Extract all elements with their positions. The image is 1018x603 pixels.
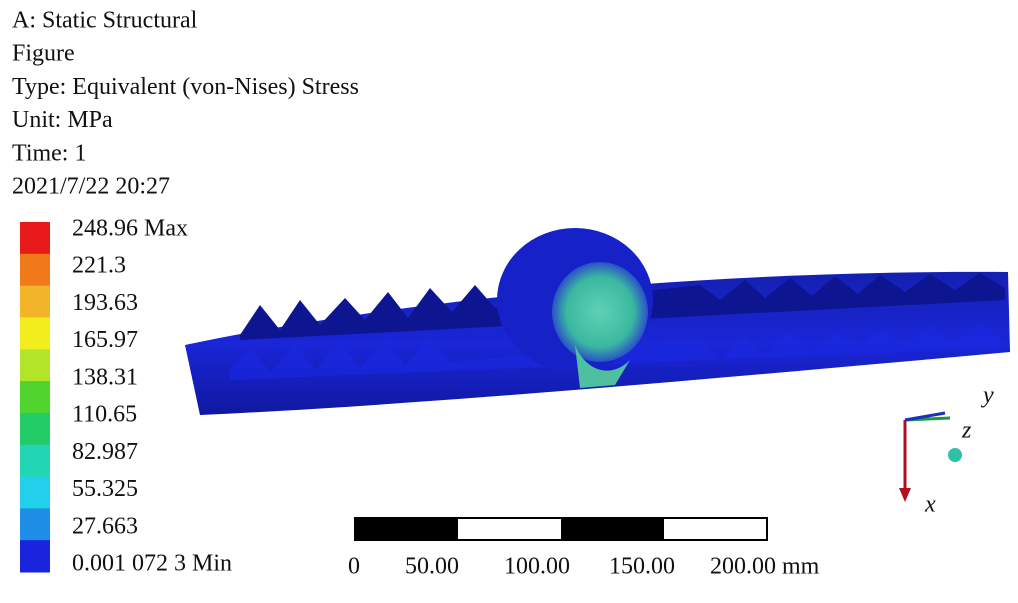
legend-swatch bbox=[20, 412, 50, 446]
legend-swatch bbox=[20, 349, 50, 382]
triad-y: y bbox=[981, 383, 994, 409]
x-arrow-head bbox=[899, 488, 911, 502]
triad-ball bbox=[948, 448, 962, 462]
legend-label: 110.65 bbox=[72, 402, 137, 428]
legend-label: 165.97 bbox=[72, 327, 138, 353]
model bbox=[185, 228, 1010, 415]
contact-zone bbox=[552, 262, 648, 362]
triad-z: z bbox=[961, 418, 972, 444]
scale-bar bbox=[354, 517, 768, 541]
header-line: Type: Equivalent (von-Nises) Stress bbox=[12, 74, 359, 100]
legend-label: 138.31 bbox=[72, 364, 138, 390]
legend-label: 193.63 bbox=[72, 290, 138, 316]
legend-label: 55.325 bbox=[72, 476, 138, 502]
legend-label: 0.001 072 3 Min bbox=[72, 551, 232, 577]
legend-label: 221.3 bbox=[72, 253, 126, 279]
header: A: Static Structural Figure Type: Equivale… bbox=[12, 8, 359, 200]
legend: 248.96 Max 221.3 193.63 165.97 138.31 110.65 8… bbox=[20, 216, 232, 577]
header-line: A: Static Structural bbox=[12, 8, 198, 34]
legend-label: 27.663 bbox=[72, 513, 138, 539]
contact-tail bbox=[575, 345, 630, 388]
scale-label: 0 bbox=[348, 554, 360, 580]
header-line: Time: 1 bbox=[12, 140, 86, 166]
scale-label: 50.00 bbox=[405, 554, 459, 580]
scale-label: 150.00 bbox=[609, 554, 675, 580]
legend-label: 248.96 Max bbox=[72, 216, 188, 242]
legend-swatch bbox=[20, 508, 50, 541]
legend-swatch bbox=[20, 317, 50, 350]
scale-labels: 0 50.00 100.00 150.00 200.00 mm bbox=[348, 554, 820, 580]
scale-label: 100.00 bbox=[504, 554, 570, 580]
legend-swatch bbox=[20, 381, 50, 414]
triad-x: x bbox=[924, 492, 936, 518]
legend-swatch bbox=[20, 253, 50, 287]
legend-swatch bbox=[20, 476, 50, 509]
z-axis-arrow bbox=[904, 411, 946, 422]
legend-swatch bbox=[20, 540, 50, 573]
scale-bar-segment bbox=[561, 518, 664, 540]
scale-label: 200.00 mm bbox=[710, 554, 820, 580]
scale-bar-segment bbox=[355, 518, 458, 540]
header-line: 2021/7/22 20:27 bbox=[12, 174, 170, 200]
triad: y z x bbox=[899, 383, 994, 518]
legend-swatch bbox=[20, 285, 50, 318]
legend-swatch bbox=[20, 222, 50, 255]
legend-label: 82.987 bbox=[72, 439, 138, 465]
header-line: Unit: MPa bbox=[12, 107, 113, 133]
legend-swatch bbox=[20, 444, 50, 478]
header-line: Figure bbox=[12, 41, 75, 67]
